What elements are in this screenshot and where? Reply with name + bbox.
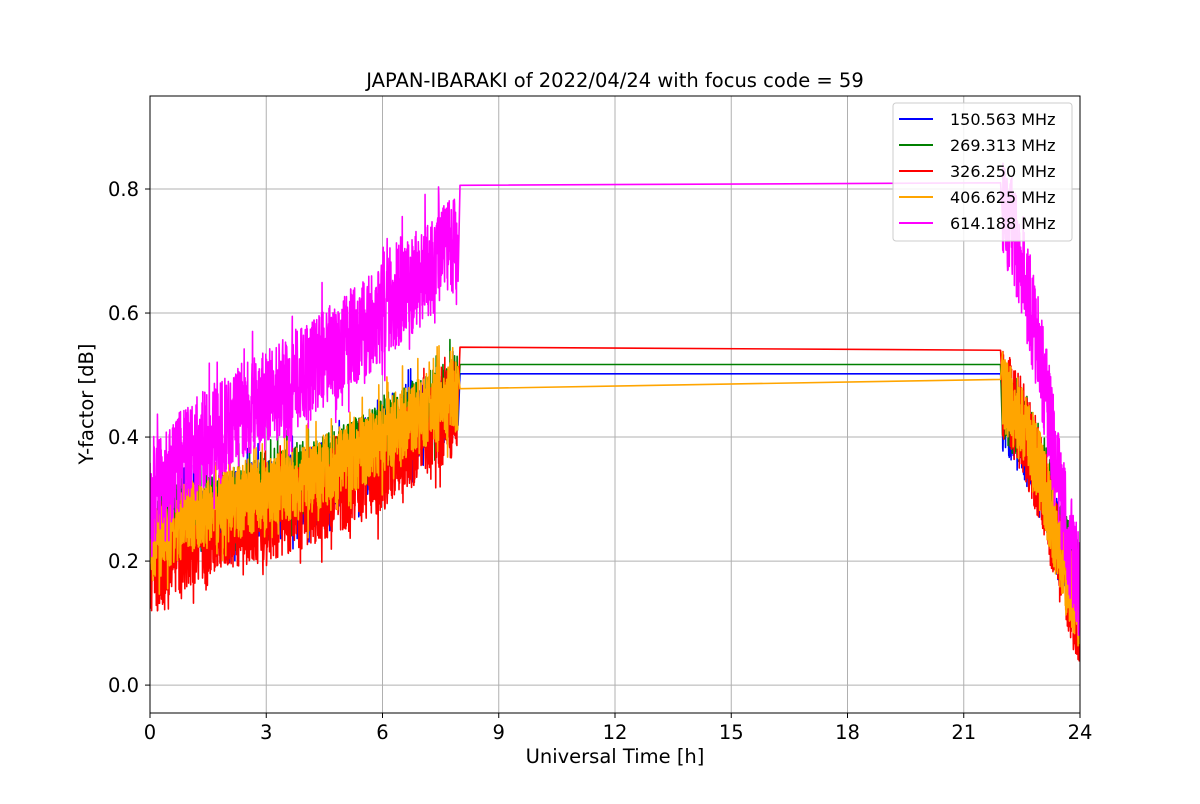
- legend-label: 614.188 MHz: [950, 214, 1055, 233]
- chart-title: JAPAN-IBARAKI of 2022/04/24 with focus c…: [364, 69, 864, 92]
- x-tick-label: 21: [951, 721, 976, 744]
- x-tick-label: 18: [835, 721, 860, 744]
- y-tick-label: 0.8: [108, 178, 139, 201]
- x-tick-label: 0: [144, 721, 156, 744]
- x-tick-label: 6: [376, 721, 388, 744]
- y-tick-label: 0.4: [108, 426, 139, 449]
- legend-label: 406.625 MHz: [950, 188, 1055, 207]
- legend-label: 269.313 MHz: [950, 136, 1055, 155]
- y-tick-label: 0.0: [108, 674, 139, 697]
- y-tick-label: 0.6: [108, 302, 139, 325]
- x-tick-label: 15: [719, 721, 744, 744]
- legend: 150.563 MHz 269.313 MHz 326.250 MHz 406.625…: [892, 102, 1073, 242]
- legend-box: [892, 102, 1073, 242]
- y-axis: 0.0 0.2 0.4 0.6 0.8: [108, 178, 150, 697]
- y-tick-label: 0.2: [108, 550, 139, 573]
- x-axis-label: Universal Time [h]: [526, 745, 705, 768]
- x-tick-label: 24: [1068, 721, 1093, 744]
- x-tick-label: 9: [493, 721, 505, 744]
- legend-label: 326.250 MHz: [950, 162, 1055, 181]
- x-tick-label: 3: [260, 721, 272, 744]
- x-axis: 0 3 6 9 12 15 18 21 24: [144, 713, 1093, 744]
- y-axis-label: Y-factor [dB]: [75, 344, 98, 466]
- x-tick-label: 12: [603, 721, 628, 744]
- legend-label: 150.563 MHz: [950, 110, 1055, 129]
